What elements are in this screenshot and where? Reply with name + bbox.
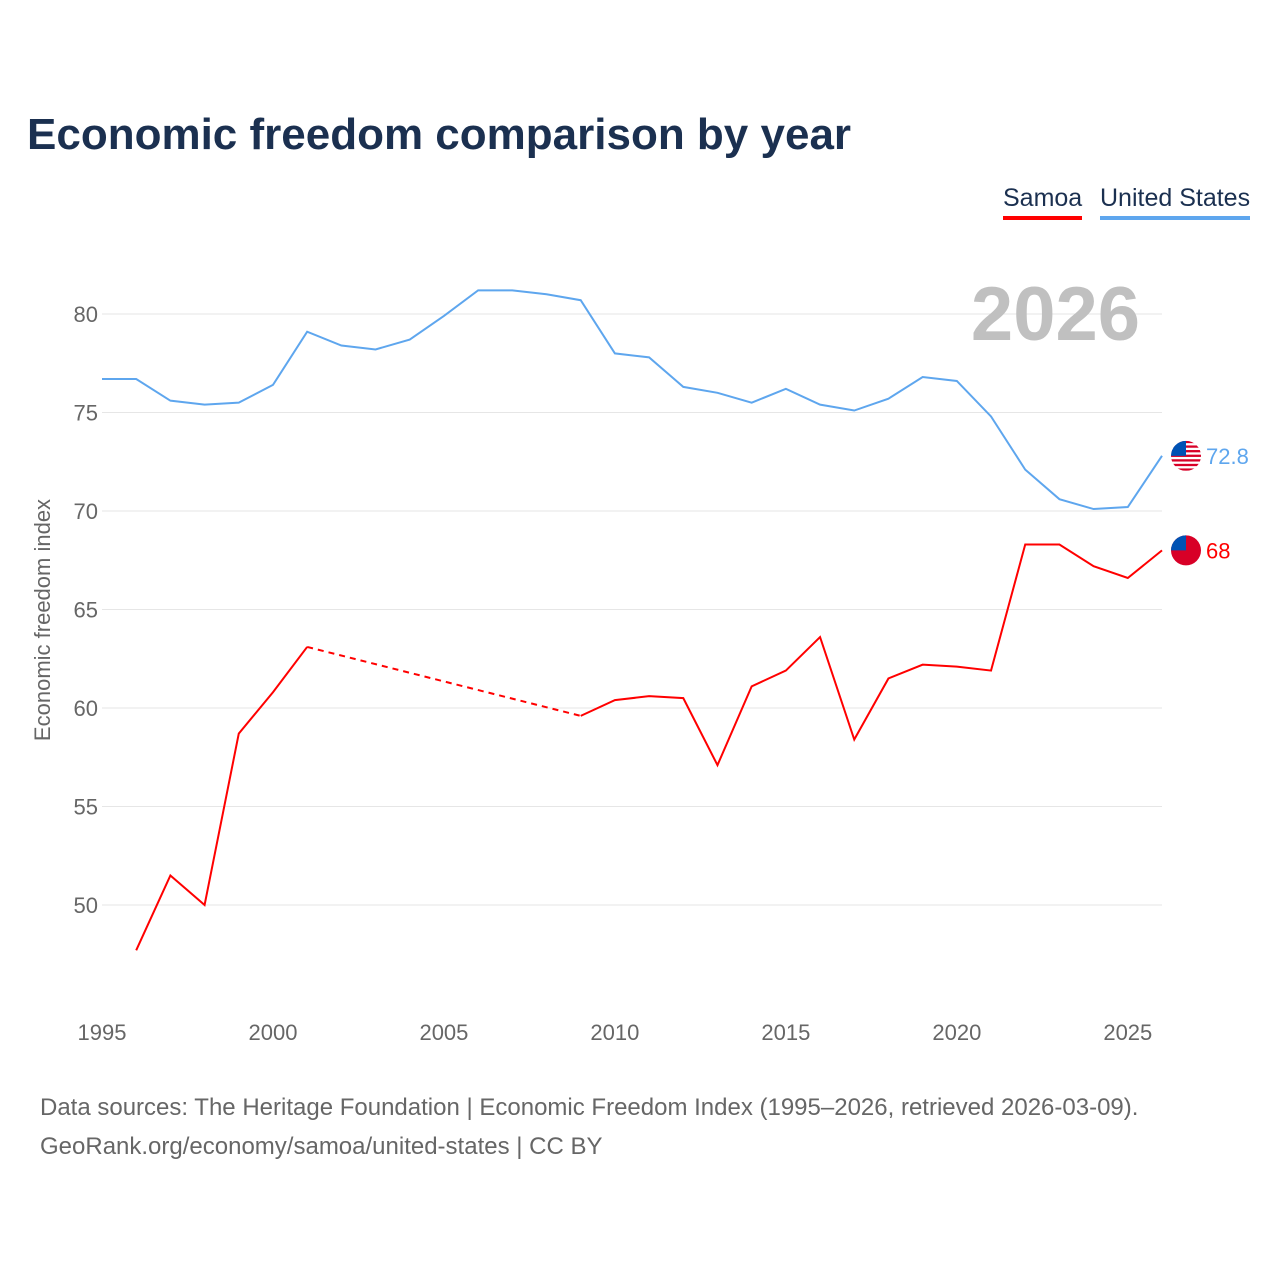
legend-item-samoa[interactable]: Samoa: [1003, 184, 1083, 220]
series-gap-line: [306, 645, 581, 717]
year-watermark: 2026: [971, 272, 1140, 357]
x-tick-label: 1995: [78, 1020, 127, 1045]
chart-title: Economic freedom comparison by year: [27, 110, 852, 159]
footer-sources: Data sources: The Heritage Foundation | …: [40, 1094, 1139, 1121]
x-tick-label: 2015: [761, 1020, 810, 1045]
samoa-flag-icon: [1171, 535, 1201, 566]
y-tick-label: 80: [74, 302, 98, 327]
y-tick-label: 65: [74, 598, 98, 623]
y-tick-label: 55: [74, 795, 98, 820]
y-tick-label: 60: [74, 696, 98, 721]
end-value-label: 72.8: [1206, 444, 1249, 469]
y-tick-label: 50: [74, 893, 98, 918]
footer-link[interactable]: GeoRank.org/economy/samoa/united-states …: [40, 1133, 603, 1160]
legend-item-united-states[interactable]: United States: [1100, 184, 1251, 220]
x-tick-label: 2000: [248, 1020, 297, 1045]
y-tick-label: 70: [74, 499, 98, 524]
grid: [102, 313, 1162, 906]
series-line-samoa: [580, 543, 1163, 768]
series-line-united-states: [102, 289, 1163, 511]
x-tick-label: 2020: [932, 1020, 981, 1045]
x-tick-label: 2010: [590, 1020, 639, 1045]
line-chart: 2026 Economic freedom index 50 55 60 65 70 75…: [30, 272, 1249, 1045]
y-tick-label: 75: [74, 401, 98, 426]
end-value-label: 68: [1206, 538, 1230, 563]
footer: Data sources: The Heritage Foundation | …: [40, 1088, 1138, 1166]
x-tick-label: 2025: [1103, 1020, 1152, 1045]
series-line-samoa: [135, 646, 308, 951]
x-tick-label: 2005: [419, 1020, 468, 1045]
y-axis-label: Economic freedom index: [30, 499, 55, 741]
us-flag-icon: [1171, 440, 1201, 471]
